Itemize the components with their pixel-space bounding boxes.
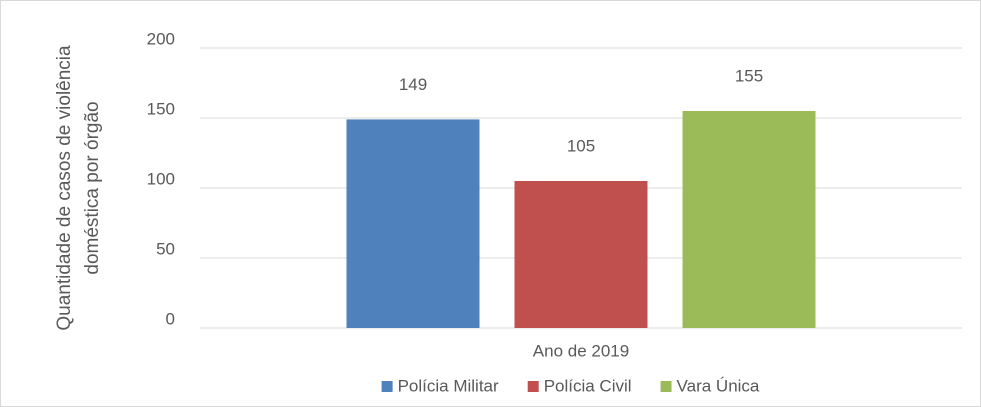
bar bbox=[514, 181, 648, 328]
data-label: 149 bbox=[399, 75, 427, 94]
legend-swatch bbox=[660, 381, 672, 392]
y-tick-label: 150 bbox=[147, 99, 175, 118]
bar bbox=[682, 111, 816, 328]
legend-swatch bbox=[527, 381, 539, 392]
y-tick-label: 50 bbox=[156, 239, 175, 258]
y-tick-label: 200 bbox=[147, 29, 175, 48]
y-axis-title: Quantidade de casos de violência domésti… bbox=[54, 45, 103, 331]
y-tick-label: 0 bbox=[166, 309, 175, 328]
x-axis-label: Ano de 2019 bbox=[533, 341, 629, 360]
y-tick-label: 100 bbox=[147, 169, 175, 188]
legend-label: Polícia Civil bbox=[544, 376, 632, 395]
data-label: 105 bbox=[567, 136, 595, 155]
legend-label: Vara Única bbox=[677, 376, 760, 395]
bar bbox=[346, 119, 480, 329]
data-label: 155 bbox=[735, 66, 763, 85]
legend-swatch bbox=[381, 381, 393, 392]
legend-label: Polícia Militar bbox=[398, 376, 499, 395]
